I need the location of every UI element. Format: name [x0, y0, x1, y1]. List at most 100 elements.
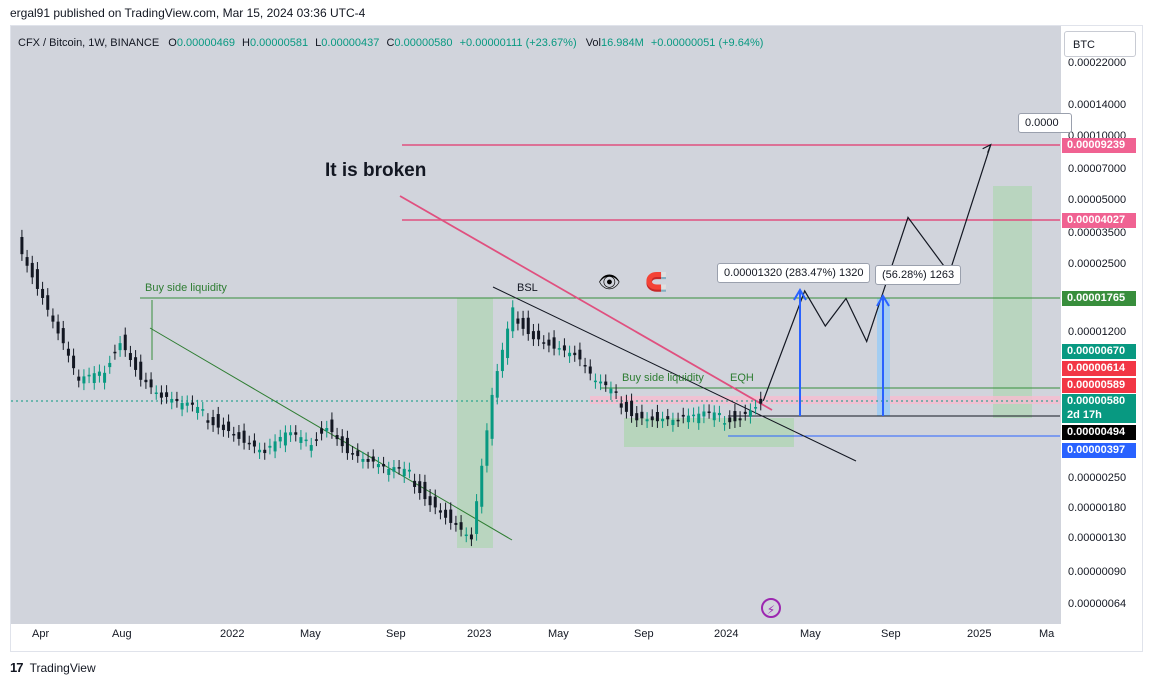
candle-body — [516, 318, 520, 324]
candle-body — [407, 469, 411, 472]
candle-body — [655, 411, 659, 422]
candle-body — [526, 317, 530, 335]
price-badge: 0.00004027 — [1062, 213, 1136, 228]
candle-body — [325, 428, 329, 431]
target-zone — [993, 186, 1032, 418]
candle-body — [335, 435, 339, 440]
candle-body — [144, 379, 148, 383]
candle-body — [252, 440, 256, 447]
price-badge: 0.00001765 — [1062, 291, 1136, 306]
measure-arrow-2-head — [876, 294, 890, 307]
close-value: 0.00000580 — [394, 37, 453, 49]
candle-body — [428, 496, 432, 506]
candle-body — [299, 437, 303, 443]
candle-body — [397, 467, 401, 469]
candle-body — [66, 348, 70, 356]
y-tick-label: 0.00002500 — [1068, 258, 1127, 271]
x-tick-label: Sep — [881, 628, 901, 640]
it-is-broken-text: It is broken — [325, 160, 427, 181]
candle-body — [278, 436, 282, 442]
candle-body — [500, 349, 504, 372]
candle-body — [686, 415, 690, 423]
measure-box-2[interactable]: (56.28%) 1263 — [875, 265, 962, 285]
currency-button[interactable]: BTC — [1064, 31, 1136, 57]
candle-body — [748, 410, 752, 417]
lightning-icon[interactable]: ⚡ — [761, 598, 781, 618]
y-tick-label: 0.00022000 — [1068, 57, 1127, 69]
candle-body — [366, 458, 370, 462]
candle-body — [707, 411, 711, 414]
downtrend-line-2 — [492, 286, 857, 462]
candle-body — [423, 481, 427, 500]
candle-body — [588, 366, 592, 374]
measure-box-1[interactable]: 0.00001320 (283.47%) 1320 — [717, 263, 871, 283]
candle-body — [154, 392, 158, 395]
candle-body — [345, 437, 349, 454]
candle-body — [614, 391, 618, 393]
candle-body — [578, 349, 582, 360]
candle-body — [444, 509, 448, 518]
candle-body — [562, 345, 566, 351]
candle-body — [211, 417, 215, 426]
candle-body — [733, 411, 737, 422]
candle-body — [221, 424, 225, 431]
target-label[interactable]: 0.0000 — [1018, 113, 1072, 133]
candle-body — [418, 481, 422, 494]
candle-body — [258, 449, 262, 453]
candle-body — [495, 371, 499, 398]
price-badge: 0.00000580 — [1062, 394, 1136, 409]
candle-body — [640, 411, 644, 419]
high-label: H — [242, 37, 250, 49]
candle-body — [232, 433, 236, 436]
projection-layer — [762, 143, 992, 416]
candle-body — [149, 379, 153, 388]
x-tick-label: Aug — [112, 628, 132, 640]
candle-body — [583, 364, 587, 367]
candle-body — [340, 436, 344, 447]
candle-body — [320, 428, 324, 434]
candle-body — [723, 423, 727, 425]
y-tick-label: 0.00003500 — [1068, 227, 1127, 240]
candle-body — [103, 372, 107, 383]
candle-body — [289, 432, 293, 436]
x-tick-label: May — [800, 628, 821, 640]
candle-body — [702, 411, 706, 417]
candle-body — [759, 398, 763, 404]
candle-body — [46, 295, 50, 310]
price-badge: 0.00009239 — [1062, 138, 1136, 153]
candle-body — [480, 465, 484, 507]
candle-body — [557, 348, 561, 350]
footer: 17 TradingView — [10, 660, 96, 675]
price-badge: 0.00000397 — [1062, 443, 1136, 458]
pump-zone — [457, 298, 493, 548]
candle-body — [72, 355, 76, 369]
candle-body — [392, 467, 396, 472]
candle-body — [20, 237, 24, 255]
candle-body — [283, 432, 287, 446]
candle-body — [692, 414, 696, 417]
candle-body — [139, 361, 143, 380]
y-tick-label: 0.00000064 — [1068, 598, 1127, 610]
candle-body — [402, 468, 406, 477]
x-tick-label: May — [548, 628, 569, 640]
candle-body — [361, 458, 365, 462]
candle-body — [376, 464, 380, 468]
open-value: 0.00000469 — [176, 37, 235, 49]
candle-body — [413, 480, 417, 487]
vol-label: Vol — [585, 37, 601, 49]
candle-body — [697, 413, 701, 424]
candle-body — [314, 439, 318, 441]
candle-body — [227, 421, 231, 432]
candle-body — [237, 432, 241, 439]
candles-layer — [20, 229, 763, 547]
candle-body — [542, 342, 546, 344]
candle-body — [61, 328, 65, 344]
candle-body — [87, 374, 91, 377]
y-tick-label: 0.00014000 — [1068, 98, 1127, 111]
tradingview-logo-icon: 17 — [10, 660, 24, 675]
publisher-line: ergal91 published on TradingView.com, Ma… — [10, 6, 366, 20]
candle-body — [113, 351, 117, 354]
candle-body — [77, 376, 81, 381]
candle-body — [128, 353, 132, 361]
candle-body — [728, 417, 732, 423]
